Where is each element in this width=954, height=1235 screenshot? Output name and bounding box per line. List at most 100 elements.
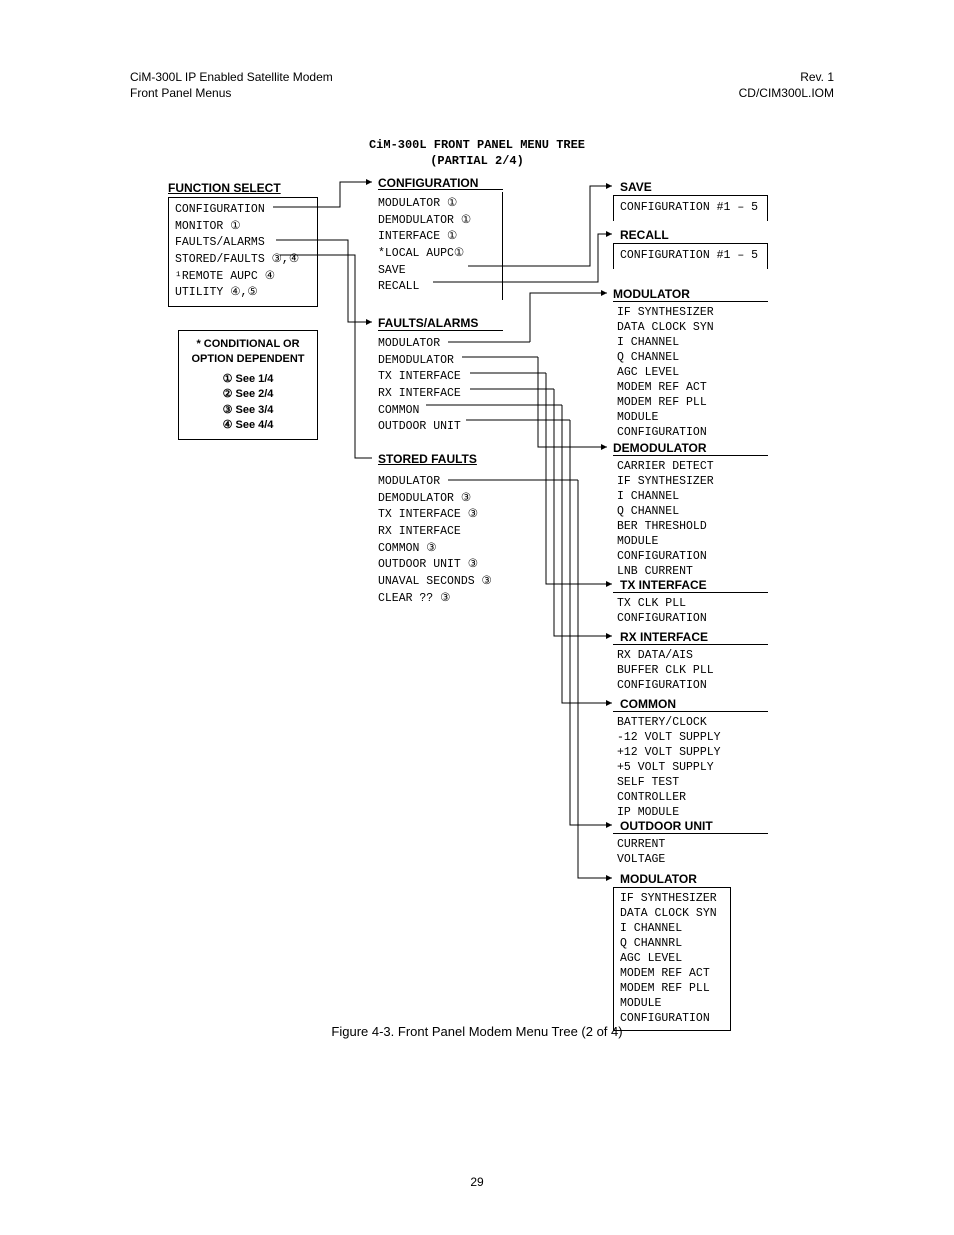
fa-item: MODULATOR (378, 336, 497, 353)
mod2-item: I CHANNEL (620, 922, 724, 937)
mod-item: MODEM REF ACT (617, 381, 762, 396)
fs-item: ¹REMOTE AUPC ④ (175, 269, 311, 286)
save-item: CONFIGURATION #1 – 5 (620, 200, 761, 217)
fa-underline (378, 330, 503, 331)
common-heading: COMMON (620, 697, 676, 711)
common-item: +12 VOLT SUPPLY (617, 746, 762, 761)
common-box: BATTERY/CLOCK -12 VOLT SUPPLY +12 VOLT S… (613, 712, 768, 825)
mod-item: MODEM REF PLL (617, 396, 762, 411)
recall-item: CONFIGURATION #1 – 5 (620, 248, 761, 265)
cfg-item: MODULATOR ① (378, 196, 496, 213)
cfg-underline (378, 189, 503, 190)
mod-item: Q CHANNEL (617, 351, 762, 366)
mod-item: AGC LEVEL (617, 366, 762, 381)
sf-item: RX INTERFACE (378, 524, 512, 541)
title-line2: (PARTIAL 2/4) (0, 154, 954, 170)
cfg-item: DEMODULATOR ① (378, 213, 496, 230)
legend-head: * CONDITIONAL OR OPTION DEPENDENT (187, 337, 309, 368)
mod-item: MODULE (617, 411, 762, 426)
common-item: -12 VOLT SUPPLY (617, 731, 762, 746)
sf-item: OUTDOOR UNIT ③ (378, 557, 512, 574)
mod-item: I CHANNEL (617, 336, 762, 351)
rxif-item: CONFIGURATION (617, 679, 762, 694)
sf-item: UNAVAL SECONDS ③ (378, 574, 512, 591)
mod2-item: AGC LEVEL (620, 952, 724, 967)
legend-item: ② See 2/4 (187, 387, 309, 402)
demod-item: Q CHANNEL (617, 505, 762, 520)
rxif-box: RX DATA/AIS BUFFER CLK PLL CONFIGURATION (613, 645, 768, 698)
common-item: +5 VOLT SUPPLY (617, 761, 762, 776)
common-item: BATTERY/CLOCK (617, 716, 762, 731)
stored-heading: STORED FAULTS (378, 452, 477, 466)
txif-box: TX CLK PLL CONFIGURATION (613, 593, 768, 631)
demodulator-heading: DEMODULATOR (613, 441, 707, 455)
legend-item: ③ See 3/4 (187, 403, 309, 418)
sf-item: MODULATOR (378, 474, 512, 491)
mod2-item: MODEM REF PLL (620, 982, 724, 997)
modulator-heading: MODULATOR (613, 287, 690, 301)
title-line1: CiM-300L FRONT PANEL MENU TREE (0, 138, 954, 154)
txif-heading: TX INTERFACE (620, 578, 707, 592)
header-left: CiM-300L IP Enabled Satellite Modem Fron… (130, 70, 333, 101)
fs-item: MONITOR ① (175, 219, 311, 236)
fs-item: STORED/FAULTS ③,④ (175, 252, 311, 269)
fa-item: RX INTERFACE (378, 386, 497, 403)
mod-item: IF SYNTHESIZER (617, 306, 762, 321)
save-box: CONFIGURATION #1 – 5 (613, 195, 768, 221)
demod-item: IF SYNTHESIZER (617, 475, 762, 490)
outdoor-item: CURRENT (617, 838, 762, 853)
rxif-heading: RX INTERFACE (620, 630, 708, 644)
common-item: CONTROLLER (617, 791, 762, 806)
fs-item: CONFIGURATION (175, 202, 311, 219)
legend-box: * CONDITIONAL OR OPTION DEPENDENT ① See … (178, 330, 318, 440)
outdoor-heading: OUTDOOR UNIT (620, 819, 713, 833)
sf-item: DEMODULATOR ③ (378, 491, 512, 508)
legend-item: ④ See 4/4 (187, 418, 309, 433)
faults-heading: FAULTS/ALARMS (378, 316, 478, 330)
stored-box: MODULATOR DEMODULATOR ③ TX INTERFACE ③ R… (378, 470, 518, 611)
fa-item: DEMODULATOR (378, 353, 497, 370)
header-right-1: Rev. 1 (739, 70, 834, 86)
header-right: Rev. 1 CD/CIM300L.IOM (739, 70, 834, 101)
modulator2-heading: MODULATOR (620, 872, 697, 886)
modulator2-box: IF SYNTHESIZER DATA CLOCK SYN I CHANNEL … (613, 887, 731, 1031)
mod2-item: MODULE (620, 997, 724, 1012)
outdoor-item: VOLTAGE (617, 853, 762, 868)
figure-caption: Figure 4-3. Front Panel Modem Menu Tree … (0, 1024, 954, 1039)
rxif-item: BUFFER CLK PLL (617, 664, 762, 679)
recall-box: CONFIGURATION #1 – 5 (613, 243, 768, 269)
cfg-item: *LOCAL AUPC① (378, 246, 496, 263)
demod-item: BER THRESHOLD (617, 520, 762, 535)
header-left-2: Front Panel Menus (130, 86, 333, 102)
header-left-1: CiM-300L IP Enabled Satellite Modem (130, 70, 333, 86)
mod-item: CONFIGURATION (617, 426, 762, 441)
demod-item: MODULE (617, 535, 762, 550)
common-item: SELF TEST (617, 776, 762, 791)
demod-item: CARRIER DETECT (617, 460, 762, 475)
function-select-box: CONFIGURATION MONITOR ① FAULTS/ALARMS ST… (168, 197, 318, 307)
mod-item: DATA CLOCK SYN (617, 321, 762, 336)
configuration-box: MODULATOR ① DEMODULATOR ① INTERFACE ① *L… (378, 192, 503, 300)
demodulator-box: CARRIER DETECT IF SYNTHESIZER I CHANNEL … (613, 456, 768, 584)
mod2-item: DATA CLOCK SYN (620, 907, 724, 922)
modulator-box: IF SYNTHESIZER DATA CLOCK SYN I CHANNEL … (613, 302, 768, 444)
outdoor-box: CURRENT VOLTAGE (613, 834, 768, 872)
function-select-heading: FUNCTION SELECT (168, 181, 281, 195)
page-number: 29 (0, 1175, 954, 1189)
mod2-item: IF SYNTHESIZER (620, 892, 724, 907)
txif-item: TX CLK PLL (617, 597, 762, 612)
fs-item: FAULTS/ALARMS (175, 235, 311, 252)
demod-item: CONFIGURATION (617, 550, 762, 565)
fa-item: OUTDOOR UNIT (378, 419, 497, 436)
faults-box: MODULATOR DEMODULATOR TX INTERFACE RX IN… (378, 332, 503, 440)
figure-title: CiM-300L FRONT PANEL MENU TREE (PARTIAL … (0, 138, 954, 169)
header-right-2: CD/CIM300L.IOM (739, 86, 834, 102)
cfg-item: RECALL (378, 279, 496, 296)
recall-heading: RECALL (620, 228, 669, 242)
fa-item: TX INTERFACE (378, 369, 497, 386)
configuration-heading: CONFIGURATION (378, 176, 478, 190)
cfg-item: INTERFACE ① (378, 229, 496, 246)
cfg-item: SAVE (378, 263, 496, 280)
page: CiM-300L IP Enabled Satellite Modem Fron… (0, 0, 954, 1235)
mod2-item: Q CHANNRL (620, 937, 724, 952)
